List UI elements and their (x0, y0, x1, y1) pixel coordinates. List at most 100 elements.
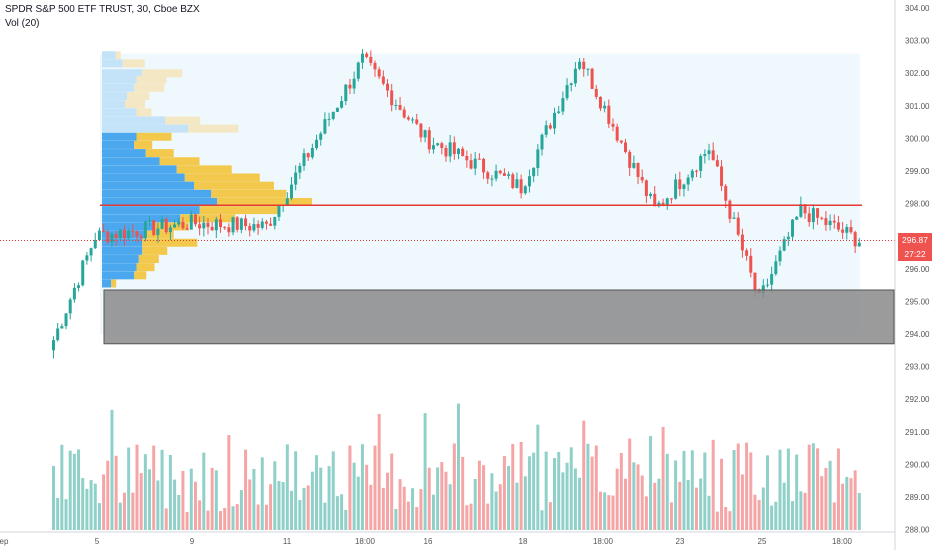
candle-body (523, 186, 527, 194)
profile-bar-down (145, 149, 174, 158)
volume-bar (757, 500, 761, 530)
volume-bar (715, 511, 719, 530)
profile-bar-up (102, 59, 123, 68)
candle-body (519, 179, 523, 194)
volume-bar (682, 450, 686, 530)
volume-bar (791, 501, 795, 530)
candle-body (356, 62, 360, 79)
volume-bar (340, 494, 344, 530)
candle-body (853, 232, 857, 247)
volume-bar (160, 449, 164, 530)
volume-bar (85, 488, 89, 530)
volume-bar (444, 471, 448, 530)
volume-bar (406, 501, 410, 530)
candle-body (578, 61, 582, 69)
candle-body (782, 239, 786, 251)
volume-bar (486, 503, 490, 530)
price-tick-label: 303.00 (905, 37, 930, 46)
profile-bar-up (102, 83, 135, 92)
candle-body (381, 76, 385, 84)
candle-body (799, 204, 803, 217)
candle-body (473, 158, 477, 169)
volume-bar (515, 482, 519, 530)
time-tick-label: 18 (519, 537, 528, 546)
candle-body (97, 230, 101, 241)
volume-bar (323, 502, 327, 530)
symbol-title: SPDR S&P 500 ETF TRUST, 30, Cboe BZX (5, 4, 200, 15)
volume-bar (110, 409, 114, 530)
volume-bar (452, 443, 456, 530)
time-tick-label: 25 (758, 537, 767, 546)
candle-body (143, 221, 147, 239)
candle-body (352, 78, 356, 89)
candle-body (373, 62, 377, 70)
time-tick-label: 11 (283, 537, 292, 546)
volume-bar (686, 479, 690, 530)
candle-body (795, 216, 799, 220)
volume-bar (761, 487, 765, 530)
volume-bar (411, 488, 415, 530)
profile-bar-down (111, 279, 117, 288)
volume-bar (540, 510, 544, 530)
volume-bar (214, 470, 218, 530)
candle-body (724, 185, 728, 201)
candle-body (152, 220, 156, 236)
candle-body (720, 166, 724, 186)
candle-body (532, 167, 536, 177)
profile-bar-up (102, 189, 212, 198)
volume-bar (89, 480, 93, 530)
volume-bar (557, 452, 561, 530)
candle-body (624, 142, 628, 153)
candle-body (310, 148, 314, 158)
price-tick-label: 298.00 (905, 200, 930, 209)
candle-body (452, 142, 456, 155)
volume-bar (64, 499, 68, 530)
profile-bar-up (102, 197, 217, 206)
candle-body (423, 130, 427, 138)
candle-body (661, 202, 665, 205)
volume-indicator-label: Vol (20) (5, 18, 40, 29)
candle-body (436, 143, 440, 146)
price-tick-label: 304.00 (905, 4, 930, 13)
candle-body (682, 184, 686, 190)
volume-bar (223, 508, 227, 530)
profile-bar-up (102, 206, 200, 215)
candle-body (824, 218, 828, 226)
candle-body (131, 230, 135, 232)
volume-bar (52, 465, 55, 530)
volume-bar (816, 448, 820, 530)
support-zone (103, 289, 895, 345)
volume-bar (277, 480, 281, 530)
volume-bar (264, 504, 268, 530)
profile-bar-down (136, 75, 167, 84)
volume-bar (193, 481, 197, 530)
candle-body (469, 160, 473, 169)
candle-body (248, 226, 252, 231)
volume-bar (189, 468, 193, 530)
candle-body (323, 119, 327, 134)
volume-bar (845, 476, 849, 530)
candle-body (335, 107, 339, 112)
volume-bar (728, 511, 732, 530)
volume-bar (795, 454, 799, 530)
volume-bar (131, 492, 135, 530)
candle-body (148, 220, 152, 222)
profile-bar-up (102, 255, 139, 264)
volume-bar (477, 460, 481, 530)
candle-body (594, 88, 598, 97)
volume-bar (523, 476, 527, 530)
volume-bar (707, 495, 711, 530)
volume-bar (386, 472, 390, 530)
profile-bar-up (102, 100, 125, 109)
candle-body (348, 84, 352, 89)
volume-bar (381, 487, 385, 530)
candle-body (306, 153, 310, 158)
candle-body (811, 208, 815, 223)
candle-body (707, 150, 711, 155)
volume-bar (181, 470, 185, 530)
profile-bar-down (145, 230, 174, 239)
candle-body (598, 96, 602, 109)
countdown-badge: 27:22 (898, 247, 932, 261)
volume-bar (607, 495, 611, 530)
